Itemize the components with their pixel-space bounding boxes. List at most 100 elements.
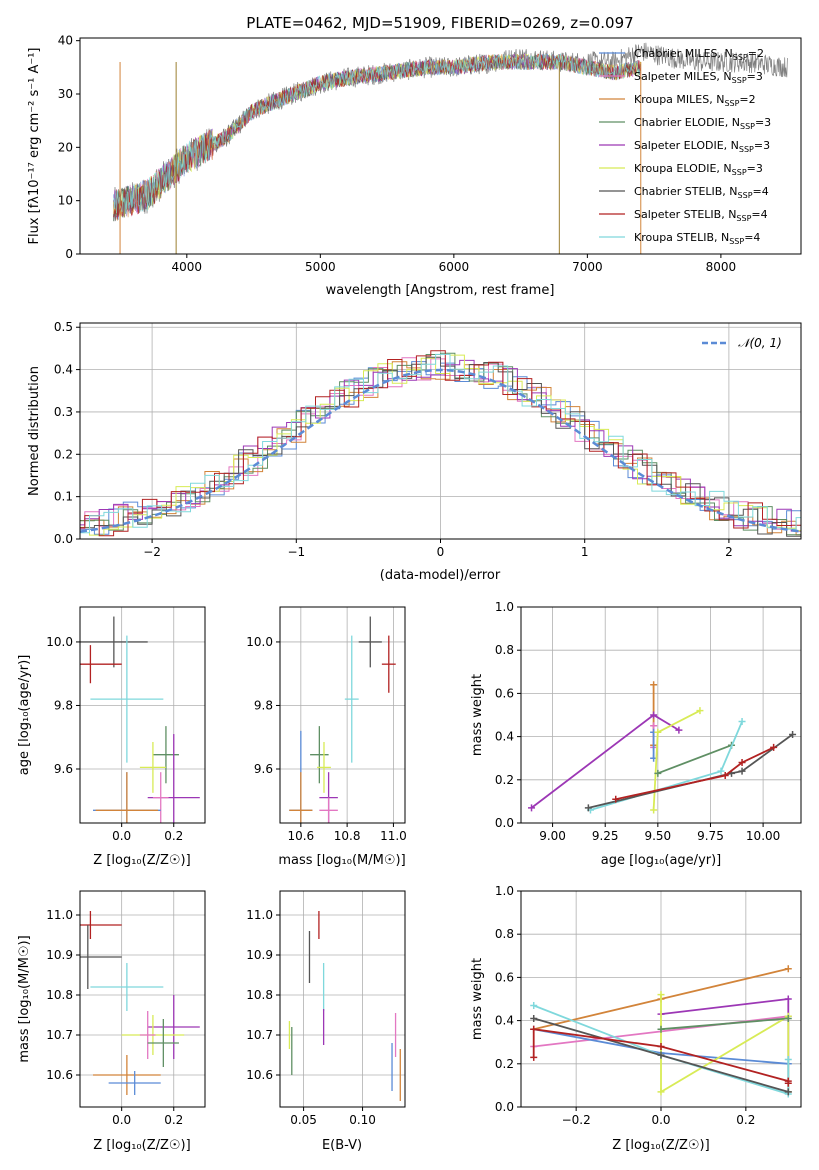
y-tick-label: 10	[58, 194, 73, 208]
legend-entry: Salpeter STELIB, NSSP=4	[634, 208, 768, 223]
y-tick-label: 9.8	[254, 698, 273, 712]
y-tick-label: 0.4	[495, 730, 514, 744]
mass-weight-marker	[657, 1051, 665, 1059]
mass-weight-marker	[654, 769, 662, 777]
y-tick-label: 0.1	[54, 490, 73, 504]
mass-weight-marker	[770, 743, 778, 751]
x-tick-label: 7000	[572, 260, 603, 274]
errorbar-point	[80, 911, 122, 939]
mass-weight-line	[590, 721, 743, 811]
mass-weight-marker	[784, 1079, 792, 1087]
legend-entry: Salpeter ELODIE, NSSP=3	[634, 139, 770, 154]
errorbar-point	[90, 963, 164, 1011]
y-tick-label: 0.4	[495, 1014, 514, 1028]
x-tick-label: 0.2	[164, 1113, 183, 1127]
errorbar-point	[80, 645, 122, 684]
x-tick-label: 8000	[706, 260, 737, 274]
mass-weight-marker	[584, 804, 592, 812]
errorbar-point	[108, 1071, 161, 1095]
mass-weight-marker	[784, 995, 792, 1003]
residuals-panel: −2 −1 0 1 2 0.0 0.1 0.2 0.3 0.4 0.5 (data-model)/e…	[27, 320, 802, 583]
x-tick-label: 2	[725, 545, 733, 559]
mass-weight-marker	[738, 767, 746, 775]
mass-weight-marker	[530, 1014, 538, 1022]
mass-weight-line	[660, 1017, 789, 1031]
mass-vs-ebv-xlabel: E(B-V)	[322, 1138, 362, 1153]
mass-weight-marker	[717, 767, 725, 775]
legend-entry: Chabrier STELIB, NSSP=4	[634, 185, 769, 200]
mass-weight-marker	[657, 1025, 665, 1033]
legend-entry: Chabrier ELODIE, NSSP=3	[634, 116, 771, 131]
x-tick-label: 9.00	[539, 829, 566, 843]
y-tick-label: 10.8	[46, 988, 73, 1002]
y-tick-label: 10.7	[246, 1028, 273, 1042]
errorbar-point	[152, 726, 179, 784]
y-tick-label: 10.0	[246, 635, 273, 649]
spectrum-model-line	[113, 53, 642, 222]
y-tick-label: 1.0	[495, 884, 514, 898]
y-tick-label: 11.0	[46, 908, 73, 922]
x-tick-label: 6000	[439, 260, 470, 274]
legend-entry: Kroupa STELIB, NSSP=4	[634, 231, 760, 246]
y-tick-label: 10.8	[246, 988, 273, 1002]
errorbar-point	[139, 1011, 156, 1059]
y-tick-label: 40	[58, 34, 73, 48]
mass-vs-z-xlabel: Z [log₁₀(Z/Z☉)]	[93, 1138, 190, 1153]
x-tick-label: 5000	[305, 260, 336, 274]
normal-curve	[80, 368, 801, 533]
y-tick-label: 0	[65, 247, 73, 261]
errorbar-point	[80, 616, 148, 668]
mass-weight-vs-z-xlabel: Z [log₁₀(Z/Z☉)]	[612, 1138, 709, 1153]
mass-weight-marker	[784, 1014, 792, 1022]
y-tick-label: 0.6	[495, 970, 514, 984]
y-tick-label: 0.6	[495, 686, 514, 700]
mass-weight-marker	[530, 1001, 538, 1009]
y-tick-label: 0.0	[54, 532, 73, 546]
legend-entry: Chabrier MILES, NSSP=2	[634, 47, 764, 62]
x-tick-label: 0.0	[112, 1113, 131, 1127]
mass-weight-marker	[530, 1053, 538, 1061]
residual-histogram	[80, 356, 801, 537]
spectrum-panel: PLATE=0462, MJD=51909, FIBERID=0269, z=0…	[27, 14, 802, 298]
mass-weight-marker	[654, 728, 662, 736]
y-tick-label: 10.9	[246, 948, 273, 962]
y-tick-label: 10.6	[46, 1068, 73, 1082]
residual-histogram	[80, 353, 801, 534]
x-tick-label: 0	[437, 545, 445, 559]
x-tick-label: 9.75	[697, 829, 724, 843]
age-vs-z-panel: 0.0 0.2 9.6 9.8 10.0 Z [log₁₀(Z/Z☉)] age [lo…	[17, 606, 206, 868]
spectrum-title: PLATE=0462, MJD=51909, FIBERID=0269, z=0…	[246, 14, 633, 32]
spectrum-xlabel: wavelength [Angstrom, rest frame]	[326, 283, 555, 298]
errorbar-point	[139, 742, 166, 793]
spectrum-ylabel: Flux [fλ10⁻¹⁷ erg cm⁻² s⁻¹ A⁻¹]	[27, 48, 42, 245]
residual-histogram	[80, 350, 801, 537]
y-tick-label: 10.7	[46, 1028, 73, 1042]
y-tick-label: 9.8	[54, 698, 73, 712]
mass-vs-z-ylabel: mass [log₁₀(M/M☉)]	[17, 935, 32, 1062]
legend-entry: Salpeter MILES, NSSP=3	[634, 70, 763, 85]
x-tick-label: 10.00	[746, 829, 780, 843]
y-tick-label: 0.2	[54, 447, 73, 461]
mass-weight-marker	[650, 711, 658, 719]
errorbar-point	[80, 925, 122, 989]
x-tick-label: −2	[143, 545, 161, 559]
mass-weight-marker	[789, 730, 797, 738]
normal-legend-label: 𝒩(0, 1)	[738, 336, 782, 350]
mass-weight-vs-z-ylabel: mass weight	[470, 958, 485, 1040]
mass-weight-vs-z-panel: −0.2 0.0 0.2 0.0 0.2 0.4 0.6 0.8 1.0 Z [log₁₀(Z/…	[470, 884, 802, 1153]
mass-weight-vs-age-panel: 9.00 9.25 9.50 9.75 10.000.00.20.40.60.81.0 …	[470, 600, 802, 868]
y-tick-label: 0.3	[54, 405, 73, 419]
errorbar-point	[147, 995, 200, 1059]
y-tick-label: 10.6	[246, 1068, 273, 1082]
spectrum-model-line	[113, 53, 642, 220]
errorbar-point	[319, 797, 338, 823]
x-tick-label: 0.05	[290, 1113, 317, 1127]
mass-weight-line	[660, 997, 790, 1092]
y-tick-label: 30	[58, 87, 73, 101]
errorbar-point	[344, 635, 359, 763]
y-tick-label: 10.0	[46, 635, 73, 649]
mass-weight-marker	[738, 759, 746, 767]
age-vs-mass-panel: 10.6 10.8 11.0 9.6 9.8 10.0 mass [log₁₀(M/M☉)…	[246, 606, 407, 868]
mass-weight-line	[657, 744, 732, 775]
